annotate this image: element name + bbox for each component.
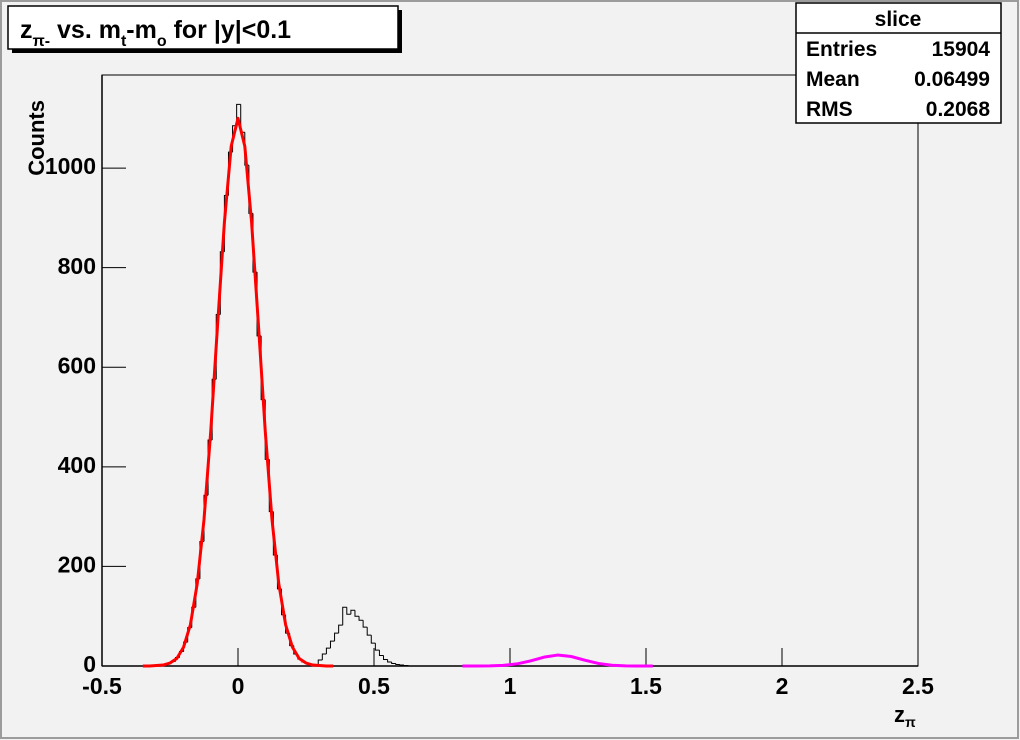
histogram-bin [334, 632, 339, 642]
stats-label: Entries [806, 38, 877, 61]
stats-box [795, 2, 1002, 124]
x-label-text: z [894, 702, 905, 727]
x-tick-label: -0.5 [82, 673, 122, 699]
y-tick-label: 0 [83, 651, 96, 677]
x-tick-label: 2 [776, 673, 789, 699]
histogram-bin [346, 607, 351, 615]
histogram-bin [370, 635, 376, 644]
y-axis-label: Counts [24, 100, 49, 176]
histogram-bin [358, 616, 364, 621]
x-tick-label: 2.5 [902, 673, 934, 699]
histogram-bin [383, 655, 388, 661]
title-text: vs. m [50, 16, 121, 44]
x-axis-label: zπ [894, 702, 916, 730]
histogram-bin [403, 665, 409, 667]
x-tick-label: 1.5 [630, 673, 662, 699]
title-subscript: t [121, 33, 127, 50]
y-tick-label: 400 [58, 452, 96, 478]
title-text: -m [126, 16, 157, 44]
fit-curve [462, 653, 653, 668]
histogram-bin [366, 627, 372, 636]
histogram-bin [395, 663, 400, 666]
stats-value: 0.2068 [926, 98, 991, 121]
x-tick-label: 0 [232, 673, 245, 699]
y-tick-label: 600 [58, 352, 96, 378]
y-tick-label: 800 [58, 253, 96, 279]
stats-label: Mean [806, 68, 860, 91]
title-text: z [20, 16, 33, 44]
histogram-bin [317, 659, 323, 666]
histogram-bin [321, 653, 327, 661]
histogram-bin [350, 609, 355, 615]
x-tick-label: 1 [504, 673, 517, 699]
histogram-bin [338, 624, 343, 634]
x-tick-label: 0.5 [358, 673, 390, 699]
title-box [7, 5, 399, 50]
x-label-subscript: π [905, 714, 916, 730]
histogram-bin [354, 610, 360, 617]
plot-area [101, 75, 919, 668]
stats-value: 0.06499 [914, 68, 990, 91]
stats-title: slice [875, 8, 922, 31]
histogram-bin [342, 606, 347, 626]
stats-value: 15904 [932, 38, 991, 61]
histogram-bin [374, 643, 380, 651]
histogram-bin [378, 650, 384, 657]
chart-title: zπ- vs. mt-mo for |y|<0.1 [20, 16, 291, 50]
y-tick-label: 200 [58, 551, 96, 577]
histogram-bin [362, 620, 368, 628]
y-tick-label: 1000 [45, 153, 96, 179]
title-text: for |y|<0.1 [167, 16, 292, 44]
fit-curve [142, 116, 334, 668]
title-subscript: o [157, 33, 167, 50]
histogram-bin [387, 659, 392, 663]
plot-frame [101, 74, 919, 667]
histogram-bin [329, 640, 335, 649]
title-subscript: π- [33, 33, 51, 50]
histogram-bin [391, 662, 396, 665]
stats-label: RMS [806, 98, 853, 121]
stats-rows: Entries 15904 Mean 0.06499 RMS 0.2068 [806, 38, 990, 121]
histogram-bin [325, 647, 331, 655]
